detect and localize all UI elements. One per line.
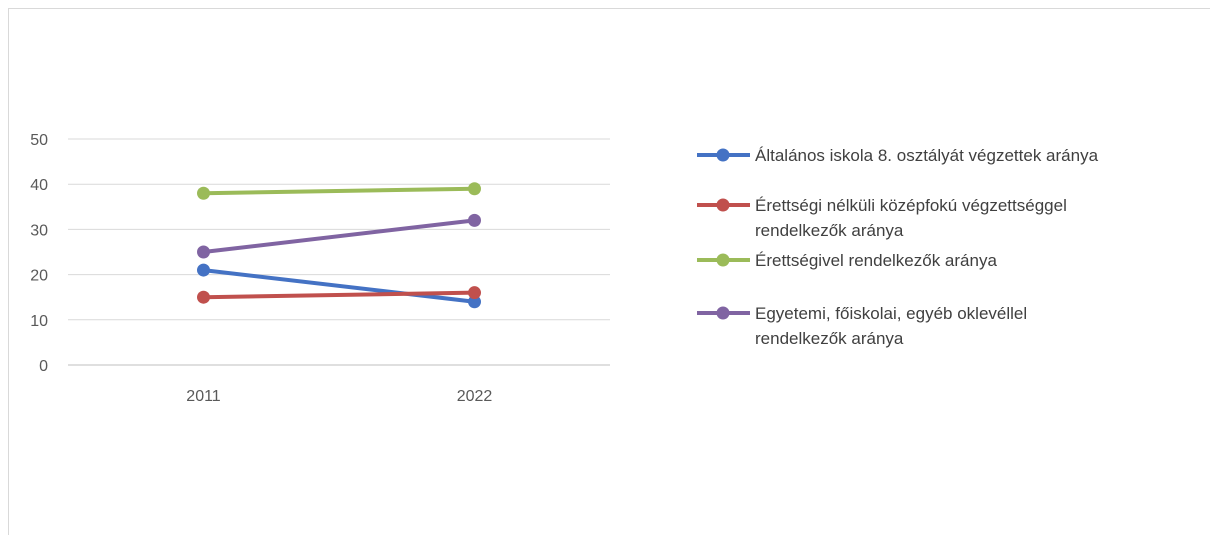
- data-point: [468, 286, 481, 300]
- series-line-2: [201, 290, 477, 300]
- gridlines: [68, 138, 610, 366]
- y-tick-label: 0: [39, 358, 48, 375]
- data-point: [468, 213, 481, 227]
- legend-label: rendelkezők aránya: [755, 221, 904, 240]
- y-tick-label: 30: [30, 222, 48, 239]
- legend-dot-marker: [716, 198, 730, 212]
- x-tick-label: 2011: [186, 388, 221, 405]
- legend-dot-marker: [716, 253, 730, 267]
- legend-label: rendelkezők aránya: [755, 329, 904, 348]
- legend-label: Érettségivel rendelkezők aránya: [755, 251, 997, 270]
- data-point: [197, 290, 210, 304]
- y-tick-label: 40: [30, 177, 48, 194]
- series-lines: [197, 182, 481, 309]
- legend-label: Egyetemi, főiskolai, egyéb oklevéllel: [755, 304, 1027, 323]
- data-point: [468, 182, 481, 196]
- y-tick-label: 10: [30, 313, 48, 330]
- x-tick-label: 2022: [457, 388, 493, 405]
- data-point: [197, 245, 210, 259]
- legend-label: Általános iskola 8. osztályát végzettek …: [755, 146, 1099, 165]
- data-point: [468, 295, 481, 309]
- series-line-1: [201, 268, 477, 304]
- legend: Általános iskola 8. osztályát végzettek …: [697, 146, 1099, 348]
- series-line-3: [201, 186, 477, 196]
- x-axis-ticks: 2011 2022: [186, 388, 492, 405]
- legend-label: Érettségi nélküli középfokú végzettségge…: [755, 196, 1067, 215]
- y-axis-ticks: 0 10 20 30 40 50: [30, 132, 48, 375]
- y-tick-label: 20: [30, 268, 48, 285]
- y-tick-label: 50: [30, 132, 48, 149]
- data-point: [197, 186, 210, 200]
- data-point: [197, 263, 210, 277]
- legend-dot-marker: [716, 148, 730, 162]
- series-line-4: [201, 218, 477, 254]
- legend-dot-marker: [716, 306, 730, 320]
